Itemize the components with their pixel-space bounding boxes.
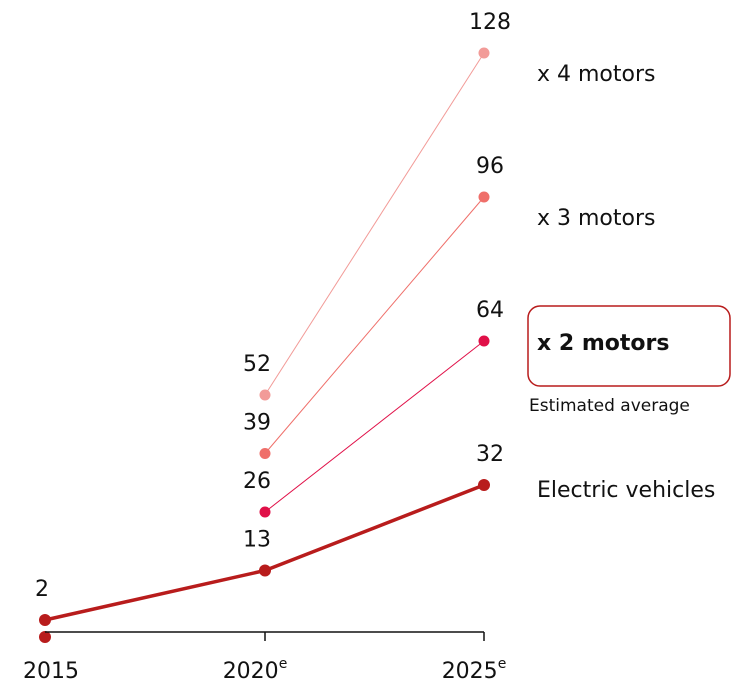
series-name: x 4 motors [537,62,656,87]
series-line [44,483,485,622]
data-point [478,335,490,347]
data-label: 2 [35,577,49,602]
data-label: 128 [469,10,511,35]
annotation: Estimated average [529,396,690,416]
series-line [264,52,485,396]
data-label: 39 [243,411,271,436]
data-point [259,448,271,459]
x-tick-label: 2015 [23,659,79,684]
data-label: 64 [476,298,504,323]
series-line [264,340,485,513]
data-label: 96 [476,154,504,179]
series-line [264,196,485,454]
data-point [478,47,490,59]
data-point [259,389,271,401]
x-tick-year: 2025 [442,659,498,684]
x-tick-year: 2020 [223,659,279,684]
data-point [259,564,271,577]
series-name: x 2 motors [537,331,669,356]
series-name: x 3 motors [537,206,656,231]
data-point [478,479,490,491]
x-tick-label: 2025e [442,656,507,684]
data-point [39,614,51,626]
data-point [259,506,271,518]
axis-origin-dot [39,631,51,643]
data-label: 52 [243,352,271,377]
data-point [478,191,490,203]
series-name: Electric vehicles [537,478,715,503]
x-tick-label: 2020e [223,656,288,684]
data-label: 32 [476,442,504,467]
x-tick-note: e [279,656,288,672]
x-tick-year: 2015 [23,659,79,684]
data-label: 13 [243,528,271,553]
highlight-box [527,305,731,387]
data-label: 26 [243,469,271,494]
x-tick-note: e [498,656,507,672]
